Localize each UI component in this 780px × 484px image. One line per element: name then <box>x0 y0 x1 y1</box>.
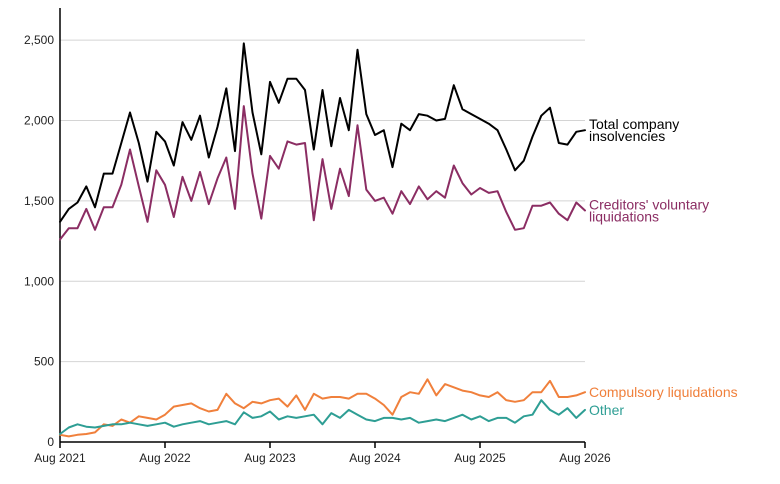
y-axis: 0 500 1,000 1,500 2,000 2,500 <box>24 8 61 449</box>
y-tick-label: 1,500 <box>24 194 54 208</box>
series-line-total-company-insolvencies <box>59 42 586 223</box>
series-label-line: Compulsory liquidations <box>589 384 738 400</box>
y-tick-label: 1,000 <box>24 274 54 288</box>
series-line-other <box>59 399 586 435</box>
series-label-line: liquidations <box>589 209 659 225</box>
x-tick-label: Aug 2024 <box>349 451 401 465</box>
series-line-compulsory-liquidations <box>59 378 586 438</box>
series-label-compulsory-liquidations: Compulsory liquidations <box>589 384 738 400</box>
x-tick-label: Aug 2026 <box>559 451 611 465</box>
series-label-line: Creditors' voluntary <box>589 197 709 213</box>
y-tick-label: 0 <box>47 435 54 449</box>
x-tick-label: Aug 2021 <box>34 451 86 465</box>
y-tick-label: 2,500 <box>24 33 54 47</box>
series-label-line: Total company <box>589 116 679 132</box>
series-label-total-company-insolvencies: Total company insolvencies <box>589 116 679 144</box>
gridlines <box>60 39 585 363</box>
x-tick-label: Aug 2025 <box>454 451 506 465</box>
series-label-creditors-voluntary-liquidations: Creditors' voluntary liquidations <box>589 197 709 225</box>
series-lines <box>59 42 586 438</box>
series-label-line: Other <box>589 402 624 418</box>
y-tick-label: 2,000 <box>24 114 54 128</box>
series-label-other: Other <box>589 402 624 418</box>
x-tick-label: Aug 2023 <box>244 451 296 465</box>
x-tick-label: Aug 2022 <box>139 451 191 465</box>
series-line-creditors-voluntary-liquidations <box>59 105 586 241</box>
y-tick-label: 500 <box>34 355 54 369</box>
series-labels: Total company insolvencies Creditors' volu… <box>589 116 738 418</box>
series-label-line: insolvencies <box>589 128 665 144</box>
x-axis: Aug 2021 Aug 2022 Aug 2023 Aug 2024 Aug 2025… <box>34 441 611 465</box>
